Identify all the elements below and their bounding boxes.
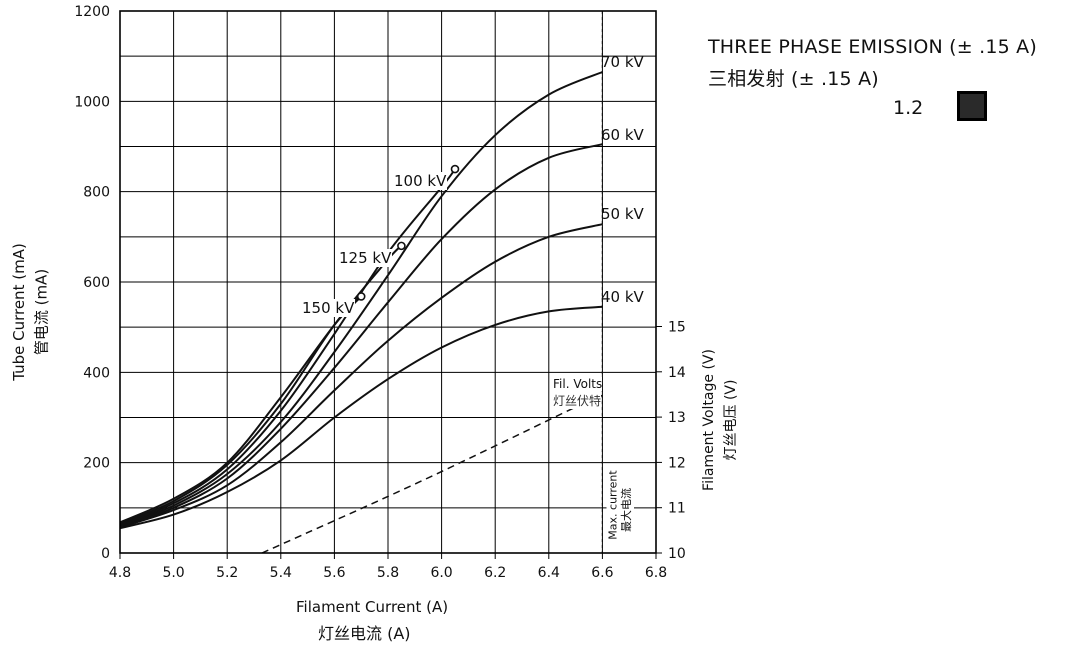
- series-endpoint-100kv: [450, 164, 460, 174]
- x-tick-label: 6.4: [538, 565, 560, 581]
- y-tick-label: 400: [83, 365, 110, 381]
- fil-volts-label: Fil. Volts: [553, 377, 603, 391]
- series-endpoint-150kv: [356, 292, 366, 301]
- y-tick-label: 200: [83, 456, 110, 472]
- y2-tick-label: 11: [668, 501, 686, 517]
- series-line-150kv: [119, 295, 362, 524]
- legend-item-label: 1.2: [893, 97, 924, 119]
- series-endpoint-125kv: [397, 241, 406, 251]
- x-axis-title-zh: 灯丝电流 (A): [318, 624, 411, 643]
- x-tick-label: 4.8: [109, 565, 131, 581]
- plot-frame: [119, 10, 657, 554]
- series-line-50kv: [119, 223, 603, 529]
- series-label-125kv: 125 kV: [338, 249, 393, 267]
- max-current-label-zh: 最大电流: [618, 488, 634, 532]
- x-tick-label: 5.0: [162, 565, 184, 581]
- series-line-60kv: [119, 143, 603, 528]
- y-tick-label: 600: [83, 275, 110, 291]
- x-tick-label: 6.0: [430, 565, 452, 581]
- series-label-50kv: 50 kV: [601, 205, 644, 223]
- series-label-100kv: 100 kV: [393, 172, 448, 190]
- series-label-70kv: 70 kV: [601, 53, 644, 71]
- y-tick-label: 800: [83, 185, 110, 201]
- series-line-125kv: [119, 245, 403, 525]
- series-label-40kv: 40 kV: [601, 288, 644, 306]
- legend-swatch: [957, 91, 987, 121]
- series-line-100kv: [119, 168, 456, 526]
- x-tick-label: 6.6: [591, 565, 613, 581]
- y2-tick-label: 10: [668, 546, 686, 562]
- x-axis-title: Filament Current (A): [296, 598, 449, 616]
- x-tick-labels: 4.8 5.0 5.2 5.4 5.6 5.8 6.0 6.2 6.4 6.6 6.8: [109, 553, 667, 581]
- y2-axis-title: Filament Voltage (V): [701, 349, 717, 491]
- x-tick-label: 5.2: [216, 565, 238, 581]
- y-axis-title-zh: 管电流 (mA): [32, 268, 51, 356]
- x-tick-label: 5.4: [270, 565, 292, 581]
- x-tick-label: 5.6: [323, 565, 345, 581]
- y2-tick-label: 13: [668, 410, 686, 426]
- x-tick-label: 6.8: [645, 565, 667, 581]
- legend-title-en: THREE PHASE EMISSION (± .15 A): [708, 36, 1037, 58]
- y-axis-title: Tube Current (mA): [10, 243, 28, 381]
- y-tick-label: 1000: [74, 94, 110, 110]
- legend-title-zh: 三相发射 (± .15 A): [708, 68, 879, 90]
- y2-tick-label: 12: [668, 455, 686, 471]
- y-tick-label: 0: [101, 546, 110, 562]
- fil-volts-label-zh: 灯丝伏特: [553, 392, 602, 409]
- y2-axis-title-zh: 灯丝电压 (V): [723, 379, 739, 461]
- x-tick-label: 5.8: [377, 565, 399, 581]
- series-label-150kv: 150 kV: [301, 299, 356, 317]
- y2-tick-label: 14: [668, 365, 686, 381]
- filament-voltage-curve: [261, 394, 603, 554]
- series-line-70kv: [119, 71, 603, 527]
- y-tick-label: 1200: [74, 4, 110, 20]
- series-line-40kv: [119, 305, 603, 530]
- grid-lines: [119, 10, 657, 554]
- kv-curves: [119, 71, 603, 530]
- y2-tick-label: 15: [668, 320, 686, 336]
- x-tick-label: 6.2: [484, 565, 506, 581]
- filament-voltage-line: [261, 394, 603, 554]
- y-tick-labels: 0 200 400 600 800 1000 1200: [74, 4, 110, 562]
- series-label-60kv: 60 kV: [601, 126, 644, 144]
- y2-tick-labels: 10 11 12 13 14 15: [656, 320, 686, 562]
